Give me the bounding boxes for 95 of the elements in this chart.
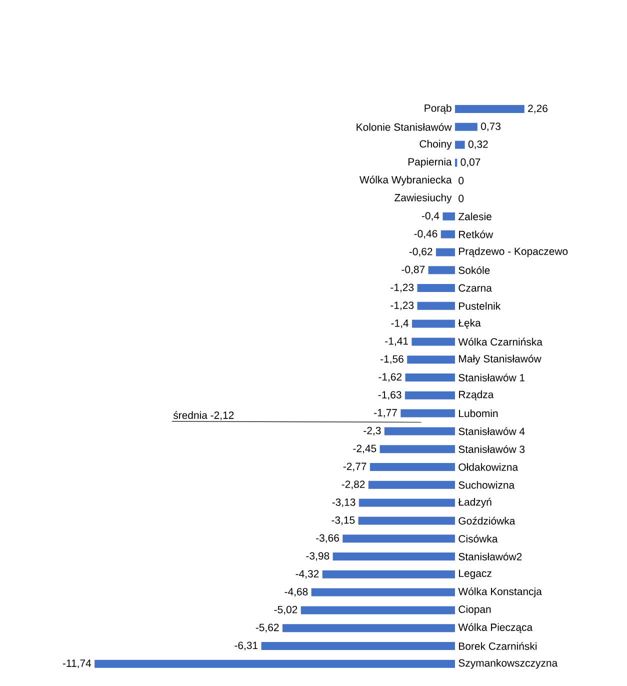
y-tick-label: Porąb xyxy=(424,104,452,114)
data-label: -2,3 xyxy=(364,426,381,436)
bar xyxy=(436,248,455,256)
data-label: 0 xyxy=(458,176,464,184)
data-label: -5,02 xyxy=(274,606,298,615)
y-tick-label: Stanisławów 3 xyxy=(458,445,525,454)
y-tick-label: Czarna xyxy=(458,284,492,292)
y-tick-label: Prądzewo - Kopaczewo xyxy=(459,247,568,258)
data-label: -0,62 xyxy=(409,248,432,257)
data-label: -3,13 xyxy=(332,498,356,508)
bar xyxy=(311,588,455,596)
data-label: -4,68 xyxy=(284,588,308,597)
y-tick-label: Stanisławów2 xyxy=(458,552,522,560)
bar xyxy=(417,284,455,292)
bar xyxy=(322,570,455,578)
y-tick-label: Goździówka xyxy=(458,516,516,525)
data-label: -2,45 xyxy=(353,444,376,454)
data-label: -1,62 xyxy=(378,373,402,382)
y-tick-label: Retków xyxy=(459,230,494,238)
bar xyxy=(400,409,455,418)
bar xyxy=(404,391,455,400)
bar xyxy=(405,374,455,382)
bar xyxy=(417,302,455,310)
y-tick-label: Suchowizna xyxy=(458,481,515,489)
y-tick-label: Legacz xyxy=(459,570,492,580)
bar xyxy=(412,320,455,328)
bar xyxy=(454,140,465,149)
data-label: 0,73 xyxy=(481,122,501,132)
data-label: 2,26 xyxy=(528,104,548,114)
bar xyxy=(368,480,455,489)
data-label: -1,56 xyxy=(380,355,404,364)
bar xyxy=(454,105,524,114)
data-label: -2,82 xyxy=(342,480,365,490)
data-label: -0,4 xyxy=(422,212,440,221)
y-tick-label: Wólka Piecząca xyxy=(458,623,533,634)
bar xyxy=(300,606,455,614)
bar xyxy=(380,445,455,454)
bar xyxy=(261,642,455,650)
data-label: -11,74 xyxy=(62,660,92,668)
y-tick-label: Rządza xyxy=(459,390,494,400)
y-tick-label: Wólka Konstancja xyxy=(458,587,542,598)
data-label: 0,07 xyxy=(460,158,480,168)
bar xyxy=(407,356,455,364)
y-tick-label: Papiernia xyxy=(408,158,452,168)
data-label: -1,41 xyxy=(385,337,408,346)
data-label: -1,4 xyxy=(391,320,408,328)
data-label: -1,23 xyxy=(390,284,414,292)
y-tick-label: Wólka Wybraniecka xyxy=(360,176,452,186)
bar xyxy=(440,230,455,238)
data-label: 0,32 xyxy=(468,140,488,150)
bar xyxy=(358,498,455,507)
bar xyxy=(370,463,455,472)
data-label: -3,98 xyxy=(306,552,330,561)
y-tick-label: Ładzyń xyxy=(458,498,492,508)
y-tick-label: Łęka xyxy=(458,318,481,329)
y-tick-label: Szymankowszczyzna xyxy=(458,659,558,669)
y-tick-label: Kolonie Stanisławów xyxy=(356,123,452,131)
data-label: -5,62 xyxy=(256,624,279,632)
y-tick-label: Mały Stanisławów xyxy=(459,354,542,365)
data-label: -4,32 xyxy=(296,570,319,579)
y-tick-label: Lubomin xyxy=(459,409,498,418)
y-tick-label: Zalesie xyxy=(458,212,492,220)
bar xyxy=(428,266,455,274)
y-tick-label: Sokóle xyxy=(458,266,490,274)
y-tick-label: Ciopan xyxy=(458,605,491,616)
y-tick-label: Stanisławów 4 xyxy=(458,427,525,436)
bar xyxy=(454,122,478,131)
y-tick-label: Wólka Czarnińska xyxy=(458,338,542,346)
bar xyxy=(282,624,455,632)
data-label: -0,87 xyxy=(402,266,425,274)
bar xyxy=(454,158,458,167)
data-label: -1,63 xyxy=(378,391,402,400)
data-label: -1,23 xyxy=(390,302,414,310)
bar xyxy=(332,552,455,561)
y-tick-label: Borek Czarniński xyxy=(459,642,537,650)
data-label: -3,15 xyxy=(332,516,355,526)
y-tick-label: Zawiesiuchy xyxy=(394,194,452,204)
data-label: -2,77 xyxy=(343,462,366,472)
data-label: -6,31 xyxy=(234,642,258,650)
bar xyxy=(442,212,455,220)
data-label: -0,46 xyxy=(414,230,438,239)
bar xyxy=(342,534,455,543)
y-tick-label: Ołdakowizna xyxy=(458,463,518,471)
y-tick-label: Choiny xyxy=(420,140,452,150)
bar xyxy=(94,660,455,668)
bar xyxy=(384,427,455,436)
y-tick-label: Pustelnik xyxy=(459,302,501,310)
data-label: -1,77 xyxy=(374,409,397,418)
bar xyxy=(358,516,455,525)
bar xyxy=(412,338,455,346)
y-tick-label: Stanisławów 1 xyxy=(458,374,525,382)
y-tick-label: Cisówka xyxy=(458,534,498,543)
annotation: średnia -2,12 xyxy=(173,411,234,420)
data-label: -3,66 xyxy=(316,534,339,543)
data-label: 0 xyxy=(458,194,464,202)
